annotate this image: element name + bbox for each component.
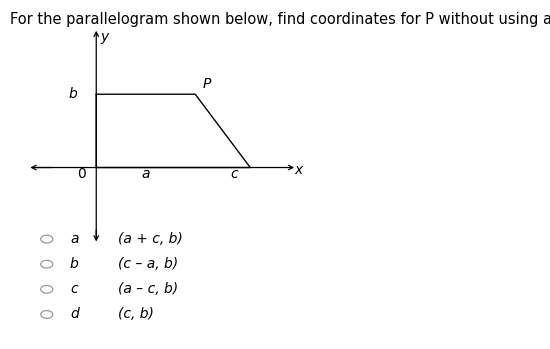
Text: (c – a, b): (c – a, b) — [118, 257, 178, 271]
Text: c: c — [70, 282, 78, 296]
Text: a: a — [70, 232, 79, 246]
Text: b: b — [70, 257, 79, 271]
Text: For the parallelogram shown below, find coordinates for P without using any new : For the parallelogram shown below, find … — [10, 12, 550, 27]
Text: P: P — [202, 77, 211, 91]
Text: c: c — [230, 168, 238, 181]
Text: (a + c, b): (a + c, b) — [118, 232, 183, 246]
Text: y: y — [101, 30, 109, 44]
Text: a: a — [141, 168, 150, 181]
Text: b: b — [68, 87, 77, 101]
Text: (c, b): (c, b) — [118, 307, 154, 321]
Text: (a – c, b): (a – c, b) — [118, 282, 178, 296]
Text: x: x — [294, 163, 302, 177]
Text: d: d — [70, 307, 79, 321]
Text: 0: 0 — [77, 168, 86, 181]
